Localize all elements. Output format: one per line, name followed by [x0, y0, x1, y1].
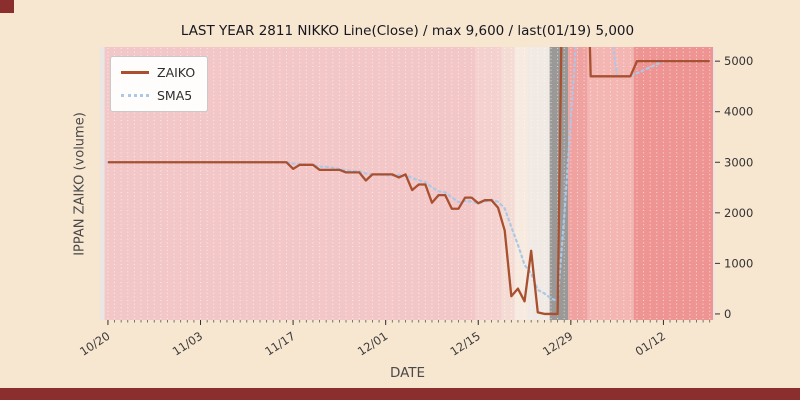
zaiko-line-swatch: [121, 71, 149, 74]
y-tick-label: 0: [724, 307, 731, 321]
x-axis-label: DATE: [389, 365, 426, 381]
legend-item-zaiko: ZAIKO: [121, 65, 195, 80]
x-tick-label: 12/29: [540, 329, 575, 359]
legend: ZAIKO SMA5: [110, 56, 209, 112]
y-tick-label: 3000: [724, 155, 753, 169]
zaiko-line: [107, 47, 710, 316]
background-band: [527, 47, 550, 320]
chart-title: LAST YEAR 2811 NIKKO Line(Close) / max 9…: [180, 23, 635, 39]
legend-label-sma5: SMA5: [157, 88, 193, 103]
bottom-accent-bar: [0, 388, 800, 400]
background-band: [501, 47, 515, 320]
y-tick-label: 4000: [724, 105, 753, 119]
y-tick-label: 5000: [724, 54, 753, 68]
x-tick-label: 12/15: [447, 329, 482, 359]
legend-label-zaiko: ZAIKO: [157, 65, 196, 80]
x-tick-label: 10/20: [77, 329, 112, 359]
x-tick-label: 11/17: [262, 329, 297, 359]
background-band: [474, 47, 502, 320]
background-band: [633, 47, 714, 320]
x-tick-label: 01/12: [633, 329, 668, 359]
x-tick-label: 12/01: [355, 329, 390, 359]
corner-accent: [0, 0, 14, 13]
legend-item-sma5: SMA5: [121, 88, 195, 103]
y-tick-label: 2000: [724, 206, 753, 220]
y-tick-label: 1000: [724, 256, 753, 270]
background-band: [514, 47, 528, 320]
background-band: [568, 47, 588, 320]
sma5-line-swatch: [121, 94, 149, 97]
x-tick-label: 11/03: [170, 329, 205, 359]
background-band: [587, 47, 634, 320]
